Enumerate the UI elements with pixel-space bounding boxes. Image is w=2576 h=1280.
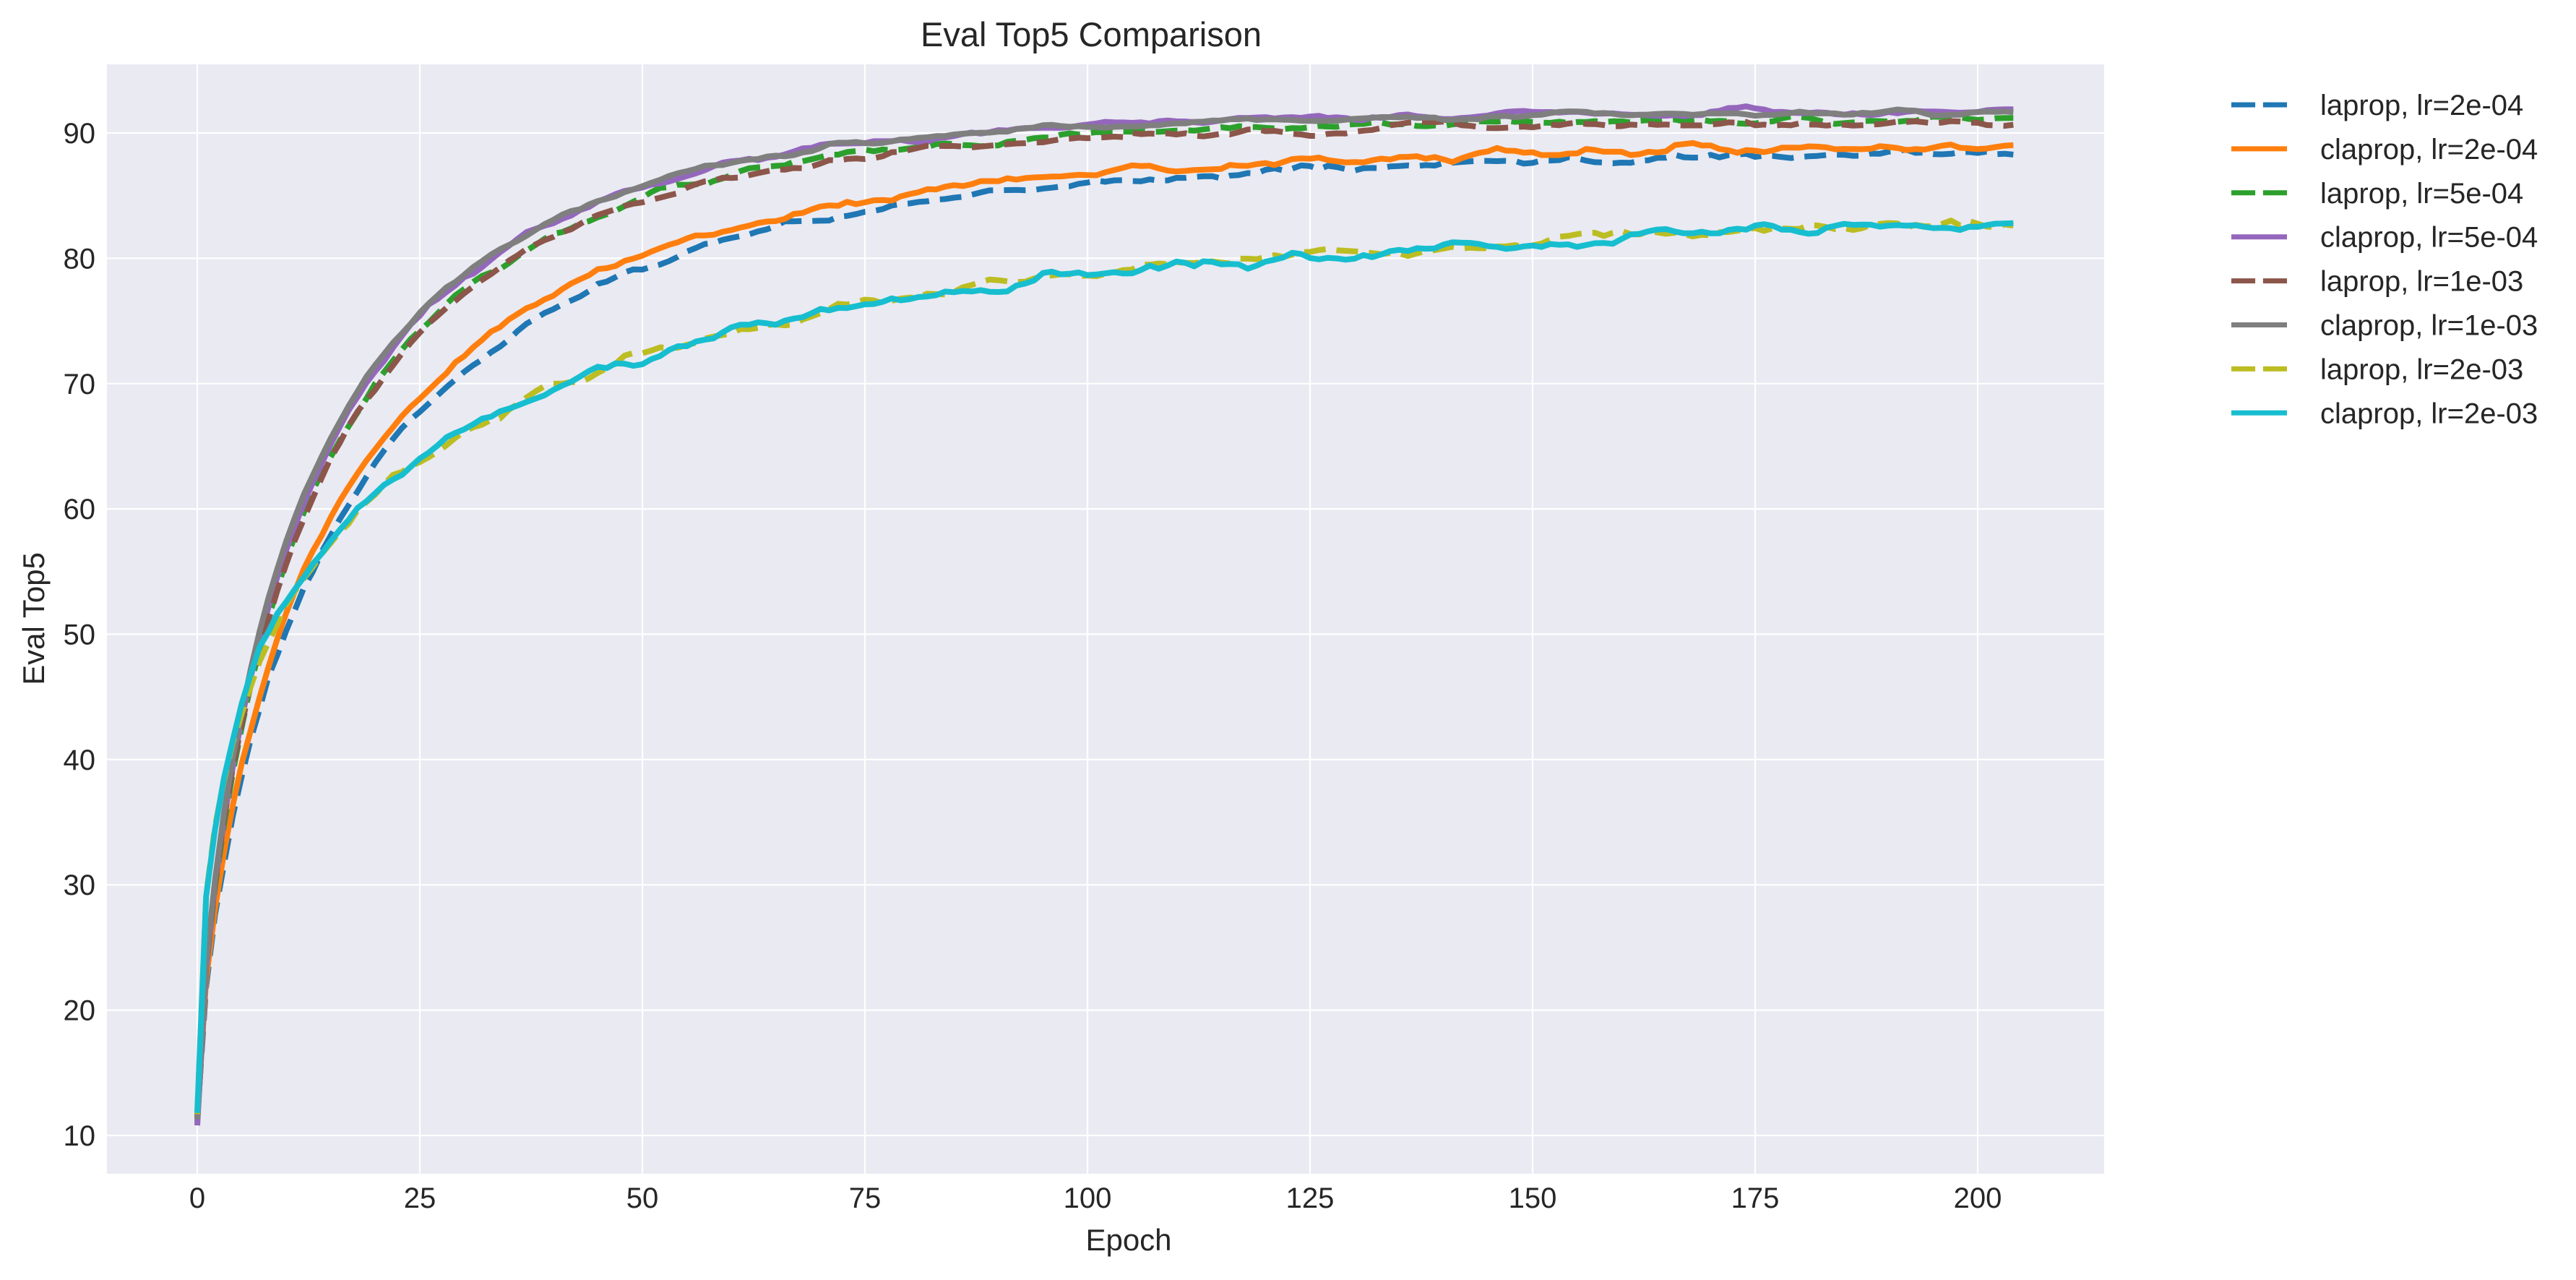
svg-text:90: 90 [64, 118, 96, 150]
svg-text:claprop, lr=2e-03: claprop, lr=2e-03 [2320, 398, 2538, 429]
svg-text:100: 100 [1064, 1182, 1112, 1214]
svg-text:laprop, lr=2e-03: laprop, lr=2e-03 [2320, 353, 2523, 385]
svg-text:claprop, lr=5e-04: claprop, lr=5e-04 [2320, 222, 2538, 254]
svg-text:0: 0 [189, 1182, 205, 1214]
svg-text:40: 40 [64, 744, 96, 776]
svg-text:80: 80 [64, 243, 96, 275]
svg-text:10: 10 [64, 1120, 96, 1152]
svg-text:150: 150 [1509, 1182, 1557, 1214]
svg-text:25: 25 [404, 1182, 436, 1214]
svg-text:claprop, lr=2e-04: claprop, lr=2e-04 [2320, 134, 2538, 166]
svg-text:laprop, lr=5e-04: laprop, lr=5e-04 [2320, 178, 2523, 210]
svg-text:60: 60 [64, 494, 96, 525]
svg-text:50: 50 [626, 1182, 659, 1214]
svg-text:30: 30 [64, 869, 96, 901]
svg-text:claprop, lr=1e-03: claprop, lr=1e-03 [2320, 310, 2538, 342]
svg-text:200: 200 [1954, 1182, 2002, 1214]
svg-text:laprop, lr=2e-04: laprop, lr=2e-04 [2320, 90, 2523, 121]
svg-text:50: 50 [64, 619, 96, 651]
svg-text:75: 75 [849, 1182, 882, 1214]
svg-text:175: 175 [1731, 1182, 1780, 1214]
svg-text:70: 70 [64, 369, 96, 400]
svg-text:20: 20 [64, 995, 96, 1027]
svg-text:laprop, lr=1e-03: laprop, lr=1e-03 [2320, 266, 2523, 298]
svg-text:125: 125 [1286, 1182, 1335, 1214]
